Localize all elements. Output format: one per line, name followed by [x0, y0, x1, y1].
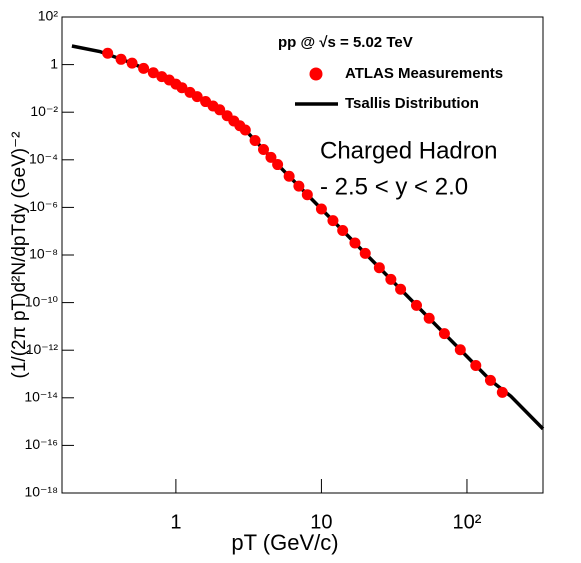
y-tick-label: 10⁻¹⁴: [24, 389, 58, 405]
data-point: [265, 151, 277, 163]
x-tick-label: 10: [310, 511, 332, 533]
data-point: [470, 359, 482, 371]
y-tick-label: 10²: [38, 8, 59, 24]
plot-frame: [61, 16, 544, 494]
data-point: [138, 62, 150, 74]
data-point: [327, 215, 339, 227]
data-point: [410, 299, 422, 311]
data-point: [385, 273, 397, 285]
data-point: [301, 189, 313, 201]
data-point: [337, 225, 349, 237]
annotation: - 2.5 < y < 2.0: [320, 173, 468, 200]
legend-swatch: [309, 67, 323, 81]
y-axis-label: (1/(2π pT)d²N/dpTdy (GeV)⁻²: [9, 132, 30, 379]
y-tick-label: 10⁻¹⁶: [25, 436, 58, 452]
y-tick-label: 10⁻¹⁰: [25, 293, 59, 309]
legend-label: ATLAS Measurements: [345, 65, 503, 82]
data-point: [395, 283, 407, 295]
data-point: [283, 170, 295, 182]
data-point: [293, 180, 305, 192]
y-tick-label: 10⁻¹⁸: [24, 484, 58, 500]
y-tick-label: 1: [50, 55, 58, 71]
data-point: [423, 312, 435, 324]
y-tick-label: 10⁻⁴: [29, 151, 58, 167]
data-point: [484, 374, 496, 386]
data-point: [147, 67, 159, 79]
y-tick-label: 10⁻⁸: [29, 246, 58, 262]
x-tick-label: 10²: [453, 511, 482, 533]
data-point: [438, 328, 450, 340]
data-point: [239, 124, 251, 136]
data-point: [214, 104, 226, 116]
data-point: [115, 53, 127, 65]
chart-subtitle: pp @ √s = 5.02 TeV: [278, 34, 413, 51]
data-point: [373, 262, 385, 274]
annotation: Charged Hadron: [320, 137, 497, 164]
data-point: [191, 91, 203, 103]
x-axis-label: pT (GeV/c): [231, 530, 338, 555]
data-point: [249, 134, 261, 146]
data-point: [272, 159, 284, 171]
y-tick-label: 10⁻¹²: [26, 341, 59, 357]
data-point: [454, 344, 466, 356]
data-point: [258, 143, 270, 155]
data-point: [349, 237, 361, 249]
data-point: [102, 47, 114, 59]
data-point: [359, 247, 371, 259]
data-point: [176, 82, 188, 94]
data-point: [126, 57, 138, 69]
data-point: [496, 386, 508, 398]
x-tick-label: 1: [170, 511, 181, 533]
data-point: [315, 203, 327, 215]
y-tick-label: 10⁻²: [30, 103, 58, 119]
legend-label: Tsallis Distribution: [345, 95, 479, 112]
y-tick-label: 10⁻⁶: [29, 198, 58, 214]
